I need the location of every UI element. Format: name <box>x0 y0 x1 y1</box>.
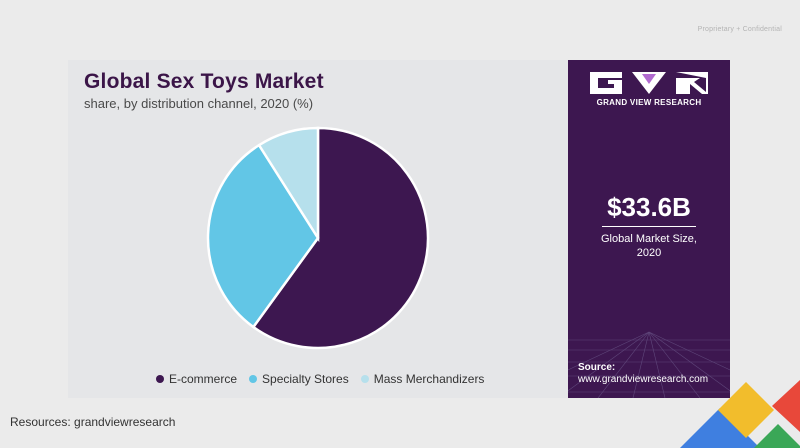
source-label: Source: <box>578 362 616 373</box>
legend-label: E-commerce <box>169 372 238 386</box>
chart-legend: E-commerce Specialty Stores Mass Merchandi… <box>156 372 484 386</box>
confidential-label: Proprietary + Confidential <box>697 26 782 33</box>
legend-item: Specialty Stores <box>249 372 349 386</box>
legend-swatch <box>156 375 164 383</box>
source-url: www.grandviewresearch.com <box>578 374 709 385</box>
legend-label: Specialty Stores <box>262 372 349 386</box>
source-block: Source: www.grandviewresearch.com <box>578 362 708 386</box>
legend-label: Mass Merchandizers <box>373 372 485 386</box>
pie-chart <box>206 126 430 350</box>
infographic-card: Global Sex Toys Market share, by distrib… <box>68 60 730 398</box>
legend-item: E-commerce <box>156 372 237 386</box>
chart-panel: Global Sex Toys Market share, by distrib… <box>68 60 568 398</box>
legend-item: Mass Merchandizers <box>360 372 485 386</box>
side-panel: GRAND VIEW RESEARCH $33.6B Global Market… <box>568 60 730 398</box>
chart-title: Global Sex Toys Market <box>84 70 324 93</box>
grid-floor-graphic <box>568 331 730 398</box>
value-divider <box>602 226 696 227</box>
chart-subtitle: share, by distribution channel, 2020 (%) <box>84 96 314 111</box>
market-size-value: $33.6B <box>607 192 691 222</box>
pie-slice-mass-merchandizers <box>257 126 320 243</box>
legend-swatch <box>249 375 258 383</box>
market-size-label-line2: 2020 <box>636 247 662 259</box>
pie-slice-specialty-stores <box>206 143 320 329</box>
pie-slice-e-commerce <box>251 126 430 350</box>
market-size-label: Global Market Size, 2020 <box>568 232 730 260</box>
corner-decoration <box>680 380 800 448</box>
grand-view-research-logo <box>590 72 708 94</box>
legend-swatch <box>360 375 369 383</box>
brand-name: GRAND VIEW RESEARCH <box>596 98 702 107</box>
resources-note: Resources: grandviewresearch <box>10 415 176 429</box>
market-size-label-line1: Global Market Size, <box>601 233 697 245</box>
